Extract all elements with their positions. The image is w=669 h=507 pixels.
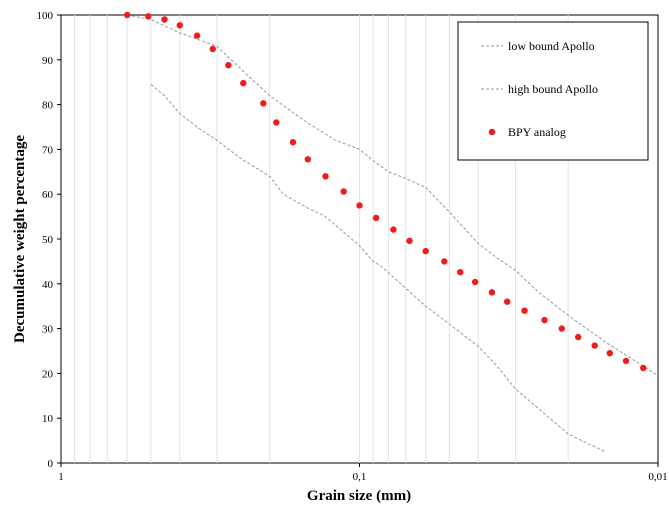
- data-point-bpy-analog: [322, 173, 329, 180]
- data-point-bpy-analog: [575, 333, 582, 341]
- data-point-bpy-analog: [504, 298, 511, 305]
- data-point-bpy-analog: [457, 269, 464, 276]
- y-tick-label: 80: [42, 100, 54, 112]
- data-series: [124, 11, 659, 453]
- data-point-bpy-analog: [260, 100, 267, 107]
- legend: low bound Apollo high bound Apollo BPY a…: [457, 21, 649, 161]
- data-point-bpy-analog: [289, 139, 297, 146]
- y-tick-label: 0: [48, 458, 54, 470]
- data-point-bpy-analog: [541, 316, 548, 324]
- data-point-bpy-analog: [591, 342, 598, 349]
- legend-label-low-bound: low bound Apollo: [508, 39, 595, 53]
- data-point-bpy-analog: [124, 11, 131, 19]
- y-axis-title: Decumulative weight percentage: [12, 135, 28, 343]
- x-axis-title: Grain size (mm): [307, 488, 411, 504]
- y-tick-label: 100: [37, 10, 54, 22]
- y-tick-label: 30: [42, 324, 54, 336]
- legend-label-high-bound: high bound Apollo: [508, 82, 598, 96]
- data-point-bpy-analog: [193, 32, 201, 39]
- legend-swatch-bpy-analog: [488, 128, 496, 136]
- y-tick-label: 50: [42, 234, 54, 246]
- data-point-bpy-analog: [488, 289, 496, 296]
- data-point-bpy-analog: [422, 247, 429, 255]
- y-tick-label: 70: [42, 144, 54, 156]
- y-axis-ticks: 0 10 20 30 40 50 60 70 80 90 100: [37, 10, 61, 470]
- data-point-bpy-analog: [640, 364, 647, 372]
- data-point-bpy-analog: [372, 214, 380, 222]
- data-point-bpy-analog: [225, 61, 232, 69]
- x-axis-ticks: 1 0,1 0,01: [58, 463, 668, 483]
- y-tick-label: 10: [42, 413, 54, 425]
- data-point-bpy-analog: [406, 237, 413, 244]
- series-line-low-bound-apollo: [150, 84, 606, 453]
- x-tick-label: 0,1: [353, 471, 367, 483]
- x-tick-label: 0,01: [648, 471, 667, 483]
- data-point-bpy-analog: [441, 258, 448, 265]
- legend-box: [457, 21, 649, 161]
- data-point-bpy-analog: [209, 45, 216, 53]
- y-tick-label: 60: [42, 189, 54, 201]
- legend-label-bpy-analog: BPY analog: [508, 125, 566, 139]
- data-point-bpy-analog: [558, 325, 565, 332]
- x-tick-label: 1: [58, 471, 64, 483]
- data-point-bpy-analog: [176, 22, 183, 29]
- data-point-bpy-analog: [273, 119, 280, 126]
- data-point-bpy-analog: [521, 307, 528, 314]
- data-point-bpy-analog: [340, 188, 347, 195]
- data-point-bpy-analog: [356, 202, 363, 209]
- data-point-bpy-analog: [622, 357, 630, 365]
- y-tick-label: 20: [42, 368, 54, 380]
- data-point-bpy-analog: [390, 226, 397, 233]
- series-line-high-bound-apollo: [127, 14, 659, 377]
- data-point-bpy-analog: [606, 350, 613, 357]
- data-point-bpy-analog: [304, 156, 311, 163]
- data-point-bpy-analog: [240, 79, 247, 87]
- y-tick-label: 90: [42, 55, 54, 67]
- data-point-bpy-analog: [161, 16, 168, 23]
- data-point-bpy-analog: [145, 13, 152, 20]
- y-tick-label: 40: [42, 279, 54, 291]
- data-point-bpy-analog: [471, 278, 479, 286]
